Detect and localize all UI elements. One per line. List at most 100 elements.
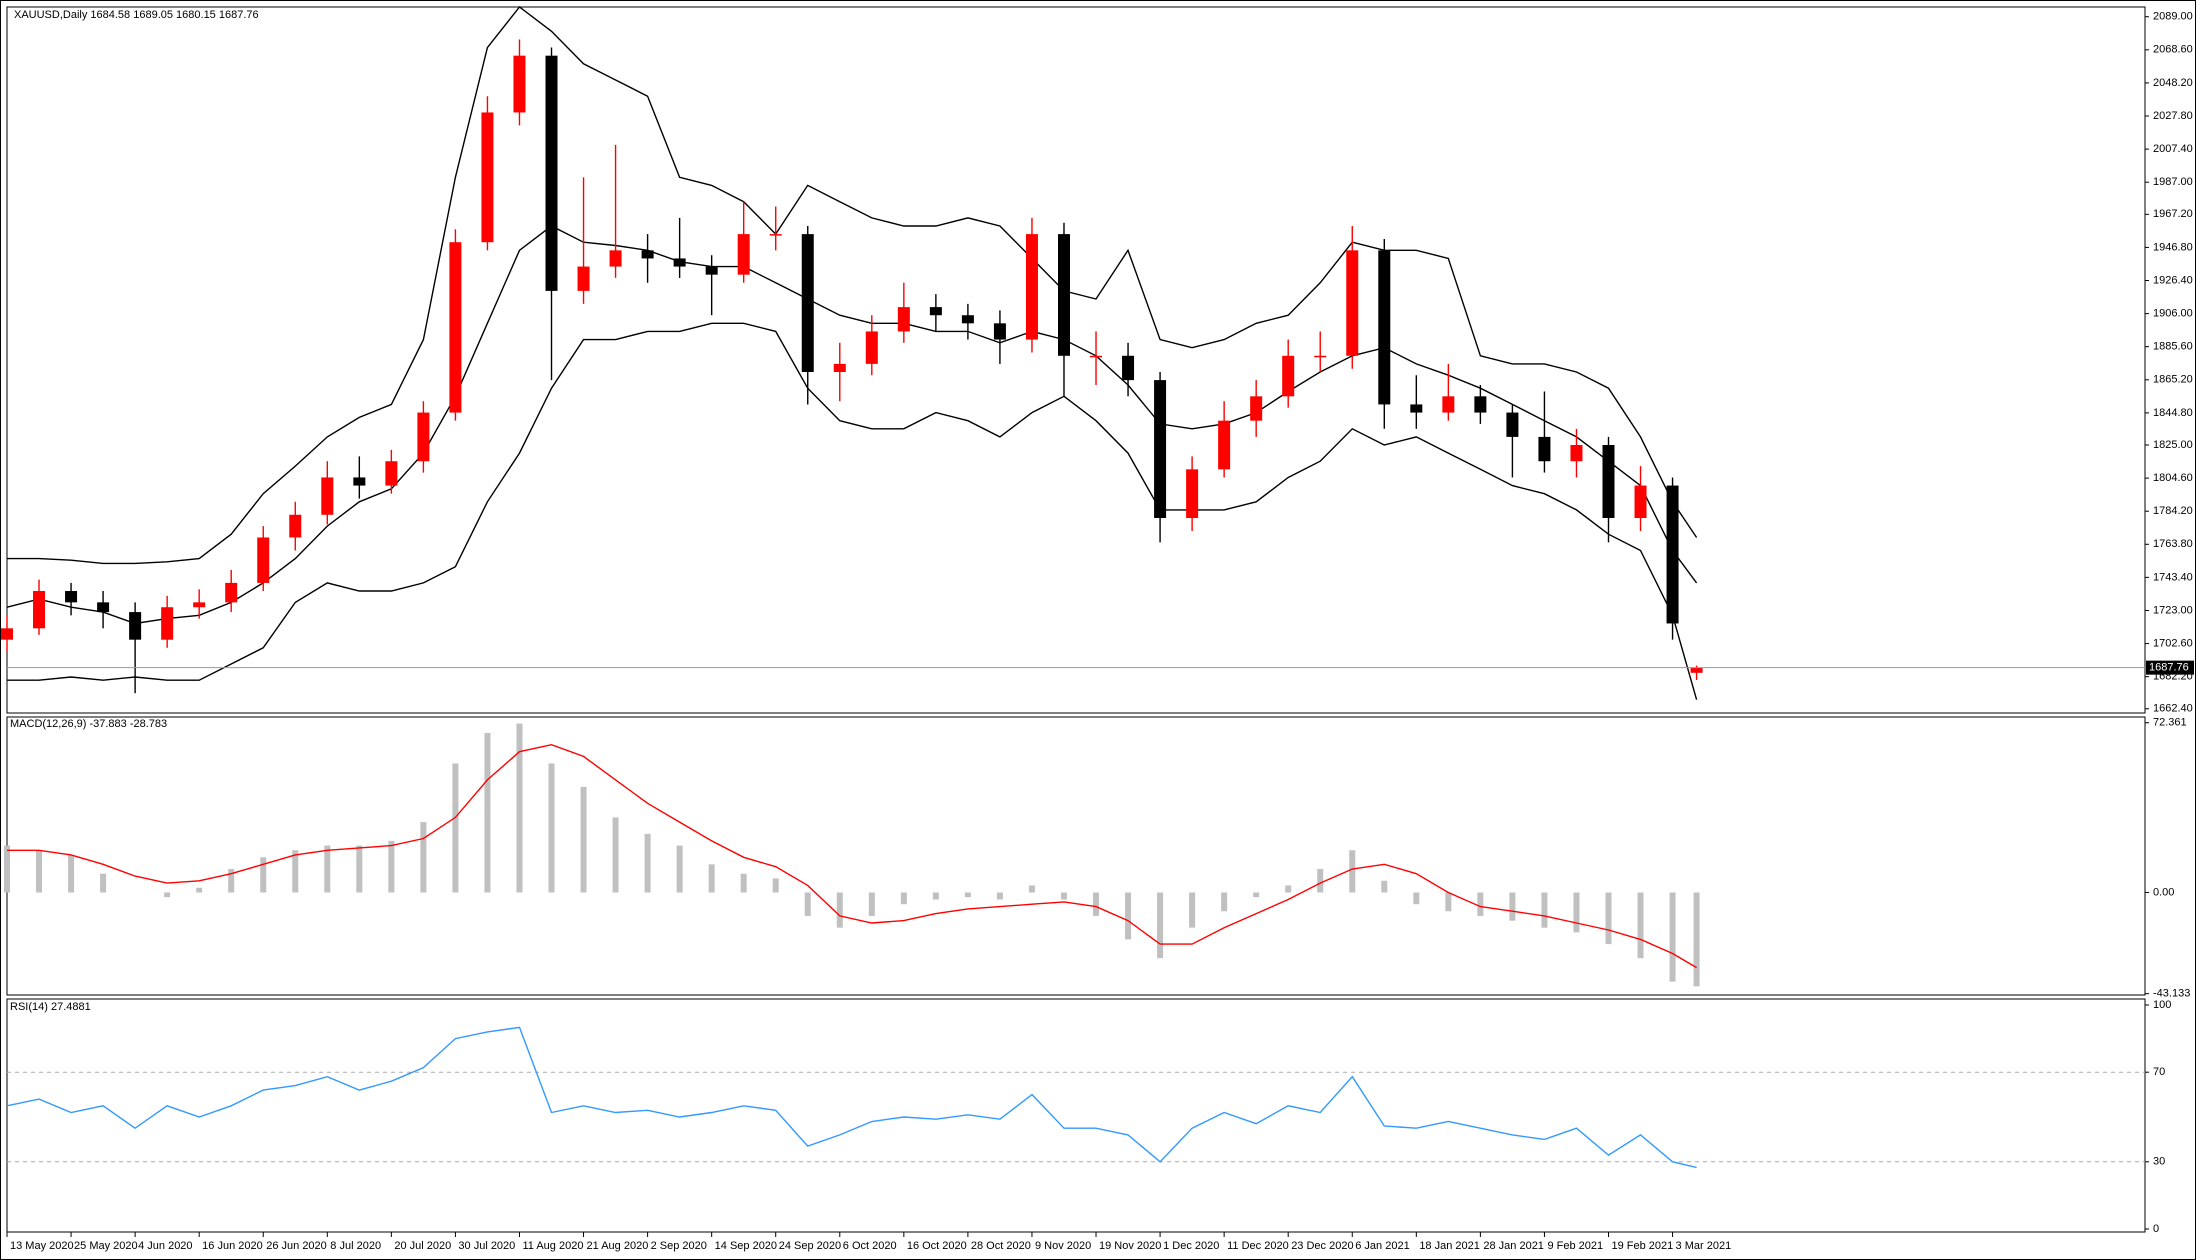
x-tick-label: 2 Sep 2020 xyxy=(651,1240,707,1252)
candle-body xyxy=(1057,234,1070,356)
candle-body xyxy=(1218,420,1231,470)
macd-bar xyxy=(356,845,363,893)
y-tick-label: 1763.80 xyxy=(2153,538,2193,550)
macd-bar xyxy=(292,850,299,893)
candle-body xyxy=(1122,355,1135,381)
x-tick-label: 21 Aug 2020 xyxy=(587,1240,649,1252)
rsi-panel xyxy=(6,998,2146,1233)
y-tick-label: 1743.40 xyxy=(2153,571,2193,583)
macd-bar xyxy=(1445,892,1452,912)
macd-bar xyxy=(836,892,843,928)
y-tick-label: 70 xyxy=(2153,1066,2165,1078)
x-tick-label: 8 Jul 2020 xyxy=(330,1240,381,1252)
candle-body xyxy=(417,412,430,462)
candle-body xyxy=(1474,396,1487,413)
y-tick-label: 1885.60 xyxy=(2153,341,2193,353)
signal-line xyxy=(7,743,1697,969)
x-tick-label: 9 Nov 2020 xyxy=(1035,1240,1091,1252)
macd-bar xyxy=(228,869,235,893)
macd-bar xyxy=(932,892,939,900)
candle-body xyxy=(769,234,782,236)
macd-bar xyxy=(1028,885,1035,893)
x-tick-label: 19 Feb 2021 xyxy=(1611,1240,1673,1252)
macd-bar xyxy=(196,887,203,893)
candle-body xyxy=(1570,445,1583,462)
y-tick-label: 1865.20 xyxy=(2153,374,2193,386)
candle-body xyxy=(97,602,110,613)
macd-bar xyxy=(1669,892,1676,982)
candle-body xyxy=(1154,380,1167,519)
macd-bar xyxy=(1541,892,1548,928)
candle-body xyxy=(897,307,910,332)
y-tick-label: 1967.20 xyxy=(2153,208,2193,220)
candle-body xyxy=(1250,396,1263,421)
candle-body xyxy=(289,514,302,538)
y-tick-label: 2007.40 xyxy=(2153,143,2193,155)
candle-body xyxy=(1186,469,1199,519)
candle-body xyxy=(1314,355,1327,358)
macd-title: MACD(12,26,9) -37.883 -28.783 xyxy=(10,718,167,730)
macd-bar xyxy=(900,892,907,905)
macd-bar xyxy=(1605,892,1612,945)
macd-bar xyxy=(388,840,395,893)
y-tick-label: 2027.80 xyxy=(2153,110,2193,122)
candle-body xyxy=(865,331,878,364)
candle-body xyxy=(577,266,590,291)
x-tick-label: 14 Sep 2020 xyxy=(715,1240,777,1252)
y-tick-label: 1723.00 xyxy=(2153,604,2193,616)
rsi-title: RSI(14) 27.4881 xyxy=(10,1001,91,1013)
candle-body xyxy=(65,591,78,603)
candle-body xyxy=(1,628,13,640)
candle-body xyxy=(161,607,174,640)
candle-body xyxy=(1378,250,1391,405)
candle-body xyxy=(673,258,686,267)
x-tick-label: 24 Sep 2020 xyxy=(779,1240,841,1252)
macd-bar xyxy=(1509,892,1516,921)
bollinger-band xyxy=(7,322,1698,700)
price-panel xyxy=(6,6,2146,714)
macd-bar xyxy=(4,845,10,893)
x-tick-label: 18 Jan 2021 xyxy=(1419,1240,1480,1252)
y-tick-label: -43.133 xyxy=(2153,988,2190,1000)
candle-body xyxy=(609,250,622,267)
candle-body xyxy=(1666,485,1679,624)
candle-body xyxy=(545,55,558,291)
candle-body xyxy=(385,461,398,486)
rsi-line xyxy=(6,1026,1697,1169)
macd-bar xyxy=(1125,892,1132,940)
macd-bar xyxy=(1637,892,1644,959)
macd-bar xyxy=(676,845,683,893)
candle-body xyxy=(833,363,846,373)
x-tick-label: 28 Oct 2020 xyxy=(971,1240,1031,1252)
macd-bar xyxy=(644,833,651,893)
y-tick-label: 2068.60 xyxy=(2153,44,2193,56)
candle-body xyxy=(737,234,750,275)
y-tick-label: 1662.40 xyxy=(2153,703,2193,715)
x-tick-label: 1 Dec 2020 xyxy=(1163,1240,1219,1252)
y-tick-label: 1825.00 xyxy=(2153,439,2193,451)
macd-bar xyxy=(1573,892,1580,933)
macd-bar xyxy=(36,850,43,893)
candle-body xyxy=(1538,436,1551,462)
macd-bar xyxy=(1349,850,1356,893)
candle-body xyxy=(1346,250,1359,356)
candle-body xyxy=(1410,404,1423,413)
x-tick-label: 3 Mar 2021 xyxy=(1676,1240,1732,1252)
macd-bar xyxy=(1317,869,1324,893)
y-tick-label: 0 xyxy=(2153,1223,2159,1235)
x-tick-label: 9 Feb 2021 xyxy=(1547,1240,1603,1252)
macd-bar xyxy=(260,857,267,893)
x-tick-label: 23 Dec 2020 xyxy=(1291,1240,1353,1252)
y-tick-label: 1906.00 xyxy=(2153,308,2193,320)
x-tick-label: 28 Jan 2021 xyxy=(1483,1240,1544,1252)
x-tick-label: 30 Jul 2020 xyxy=(458,1240,515,1252)
macd-bar xyxy=(1221,892,1228,912)
candle-body xyxy=(1090,355,1103,358)
candle-body xyxy=(33,591,46,629)
macd-bar xyxy=(484,732,491,893)
candle-body xyxy=(1634,485,1647,519)
bollinger-band xyxy=(7,6,1698,565)
macd-bar xyxy=(740,873,747,893)
